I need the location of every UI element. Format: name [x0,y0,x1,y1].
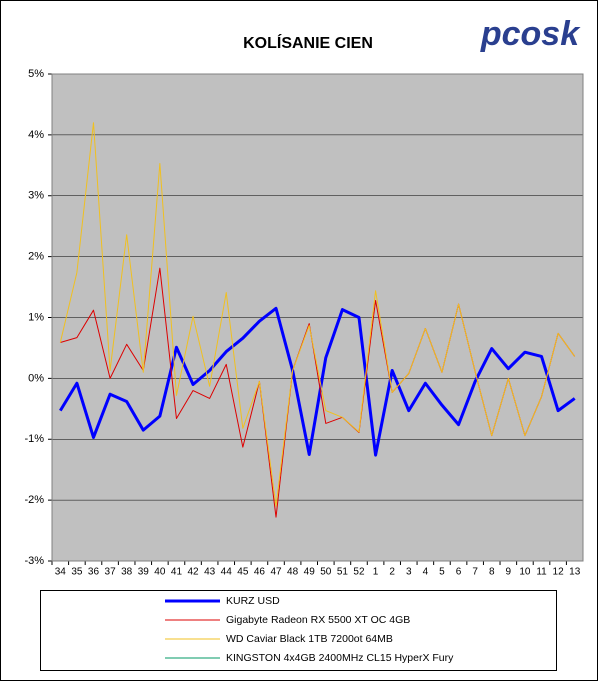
y-tick-label: -3% [24,555,44,567]
x-tick-label: 1 [373,567,379,578]
x-tick-label: 52 [353,567,365,578]
legend-label: KURZ USD [226,595,280,607]
x-tick-label: 40 [154,567,166,578]
x-tick-label: 11 [536,567,547,578]
x-tick-label: 51 [337,567,349,578]
legend-label: WD Caviar Black 1TB 7200ot 64MB [226,633,393,645]
y-tick-label: -1% [24,433,44,445]
legend-label: KINGSTON 4x4GB 2400MHz CL15 HyperX Fury [226,652,454,664]
x-tick-label: 49 [304,567,316,578]
x-tick-label: 39 [138,567,150,578]
x-tick-label: 13 [569,567,581,578]
x-tick-label: 43 [204,567,216,578]
x-tick-label: 38 [121,567,133,578]
y-tick-label: -2% [24,494,44,506]
series-line [59,306,576,457]
logo: pcosk [480,15,581,53]
y-tick-label: 0% [28,372,44,384]
x-tick-label: 8 [489,567,495,578]
series-line [59,122,576,507]
x-tick-label: 6 [456,567,462,578]
x-tick-label: 34 [55,567,67,578]
x-tick-label: 2 [389,567,395,578]
x-tick-label: 44 [221,567,233,578]
y-tick-label: 1% [28,311,44,323]
y-tick-label: 4% [28,129,44,141]
x-tick-label: 37 [105,567,117,578]
legend-box [40,590,557,671]
y-tick-label: 2% [28,251,44,263]
y-tick-label: 3% [28,190,44,202]
x-tick-label: 45 [237,567,249,578]
x-tick-label: 12 [553,567,565,578]
y-tick-label: 5% [28,68,44,80]
x-tick-label: 42 [187,567,199,578]
x-tick-label: 10 [519,567,531,578]
x-tick-label: 7 [472,567,478,578]
x-tick-label: 35 [71,567,83,578]
x-tick-label: 47 [270,567,282,578]
x-tick-label: 46 [254,567,266,578]
legend-label: Gigabyte Radeon RX 5500 XT OC 4GB [226,614,410,626]
x-tick-label: 5 [439,567,445,578]
x-tick-label: 48 [287,567,299,578]
x-tick-label: 4 [423,567,429,578]
x-tick-label: 41 [171,567,183,578]
plot-frame [51,73,584,562]
chart-title: KOLÍSANIE CIEN [243,33,373,52]
x-tick-label: 36 [88,567,100,578]
x-tick-label: 50 [320,567,332,578]
x-tick-label: 9 [506,567,512,578]
x-tick-label: 3 [406,567,412,578]
